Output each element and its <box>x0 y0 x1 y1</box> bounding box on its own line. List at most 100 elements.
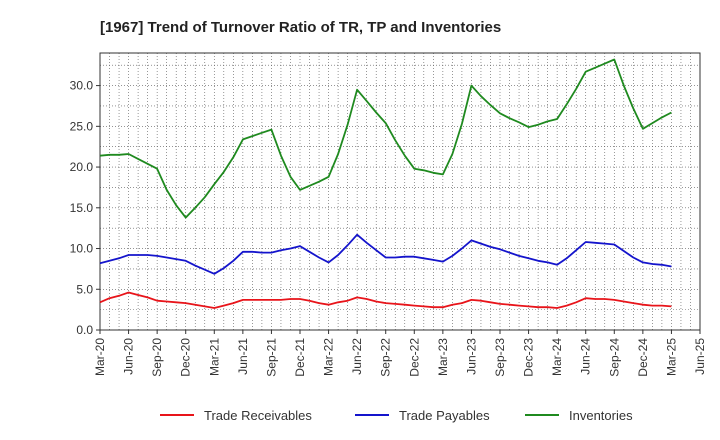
data-point-trade-payables <box>309 251 311 253</box>
data-point-trade-receivables <box>518 305 520 307</box>
data-point-inventories <box>166 189 168 191</box>
data-point-trade-payables <box>575 249 577 251</box>
x-tick-label: Mar-22 <box>322 338 336 376</box>
data-point-trade-receivables <box>594 298 596 300</box>
data-point-inventories <box>528 126 530 128</box>
x-tick-label: Dec-21 <box>293 338 307 377</box>
data-point-inventories <box>575 88 577 90</box>
y-tick-label: 0.0 <box>76 323 93 337</box>
data-point-trade-payables <box>632 256 634 258</box>
data-point-inventories <box>128 153 130 155</box>
grid-layer <box>100 53 700 330</box>
data-point-trade-receivables <box>242 299 244 301</box>
data-point-trade-receivables <box>623 300 625 302</box>
data-point-trade-receivables <box>175 301 177 303</box>
data-point-trade-receivables <box>642 304 644 306</box>
legend-label-trade-payables: Trade Payables <box>399 408 490 423</box>
y-tick-label: 5.0 <box>76 282 93 296</box>
data-point-trade-payables <box>194 265 196 267</box>
data-point-trade-receivables <box>470 299 472 301</box>
data-point-inventories <box>661 116 663 118</box>
data-point-trade-payables <box>566 257 568 259</box>
data-point-trade-receivables <box>223 305 225 307</box>
data-point-trade-payables <box>528 257 530 259</box>
data-point-trade-receivables <box>347 300 349 302</box>
data-point-trade-receivables <box>575 301 577 303</box>
data-point-trade-receivables <box>318 302 320 304</box>
data-point-inventories <box>423 169 425 171</box>
plot-frame <box>99 52 701 331</box>
data-point-trade-payables <box>204 269 206 271</box>
data-point-inventories <box>251 135 253 137</box>
data-point-trade-receivables <box>509 304 511 306</box>
data-point-inventories <box>337 153 339 155</box>
x-tick-label: Sep-23 <box>493 338 507 377</box>
legend-label-inventories: Inventories <box>569 408 633 423</box>
y-tick-label: 25.0 <box>70 119 94 133</box>
data-point-trade-payables <box>99 262 101 264</box>
x-tick-label: Sep-22 <box>379 338 393 377</box>
chart-title: [1967] Trend of Turnover Ratio of TR, TP… <box>100 19 501 36</box>
data-point-trade-payables <box>185 260 187 262</box>
data-point-trade-receivables <box>556 307 558 309</box>
x-tick-label: Sep-24 <box>607 338 621 377</box>
data-point-trade-payables <box>223 267 225 269</box>
data-point-inventories <box>651 122 653 124</box>
data-point-inventories <box>347 124 349 126</box>
data-point-trade-payables <box>451 255 453 257</box>
data-point-inventories <box>185 217 187 219</box>
data-point-inventories <box>194 207 196 209</box>
data-point-trade-receivables <box>137 294 139 296</box>
data-point-trade-receivables <box>356 296 358 298</box>
data-point-trade-payables <box>137 254 139 256</box>
data-point-trade-payables <box>585 241 587 243</box>
data-point-trade-receivables <box>270 299 272 301</box>
data-point-trade-payables <box>156 255 158 257</box>
data-point-trade-receivables <box>547 306 549 308</box>
data-point-trade-receivables <box>651 305 653 307</box>
data-point-inventories <box>318 181 320 183</box>
legend-label-trade-receivables: Trade Receivables <box>204 408 312 423</box>
data-point-inventories <box>470 85 472 87</box>
data-point-trade-receivables <box>166 300 168 302</box>
data-point-trade-receivables <box>232 302 234 304</box>
data-point-trade-payables <box>489 246 491 248</box>
data-point-inventories <box>137 158 139 160</box>
data-point-inventories <box>537 124 539 126</box>
data-point-trade-receivables <box>337 301 339 303</box>
data-point-trade-receivables <box>366 298 368 300</box>
data-point-trade-receivables <box>128 292 130 294</box>
x-tick-label: Jun-23 <box>464 338 478 375</box>
data-point-inventories <box>642 128 644 130</box>
data-point-trade-payables <box>242 251 244 253</box>
data-point-trade-receivables <box>489 301 491 303</box>
data-point-trade-payables <box>375 249 377 251</box>
data-point-trade-payables <box>413 256 415 258</box>
data-point-trade-payables <box>432 259 434 261</box>
data-point-inventories <box>394 139 396 141</box>
data-point-trade-receivables <box>185 302 187 304</box>
data-point-trade-receivables <box>375 300 377 302</box>
data-point-trade-payables <box>261 252 263 254</box>
data-point-trade-receivables <box>261 299 263 301</box>
data-point-inventories <box>118 154 120 156</box>
data-point-inventories <box>147 163 149 165</box>
data-point-trade-payables <box>270 252 272 254</box>
data-point-inventories <box>156 168 158 170</box>
data-point-inventories <box>232 156 234 158</box>
data-point-trade-payables <box>404 256 406 258</box>
data-point-trade-payables <box>594 242 596 244</box>
x-tick-label: Jun-25 <box>693 338 707 375</box>
data-point-trade-payables <box>423 257 425 259</box>
data-point-inventories <box>480 95 482 97</box>
y-tick-label: 30.0 <box>70 79 94 93</box>
data-point-trade-payables <box>604 243 606 245</box>
x-tick-label: Mar-25 <box>664 338 678 376</box>
x-tick-label: Jun-21 <box>236 338 250 375</box>
data-point-trade-payables <box>394 256 396 258</box>
x-tick-label: Mar-24 <box>550 338 564 376</box>
data-point-trade-receivables <box>156 300 158 302</box>
data-point-trade-receivables <box>328 304 330 306</box>
data-point-trade-receivables <box>309 300 311 302</box>
data-point-inventories <box>547 120 549 122</box>
